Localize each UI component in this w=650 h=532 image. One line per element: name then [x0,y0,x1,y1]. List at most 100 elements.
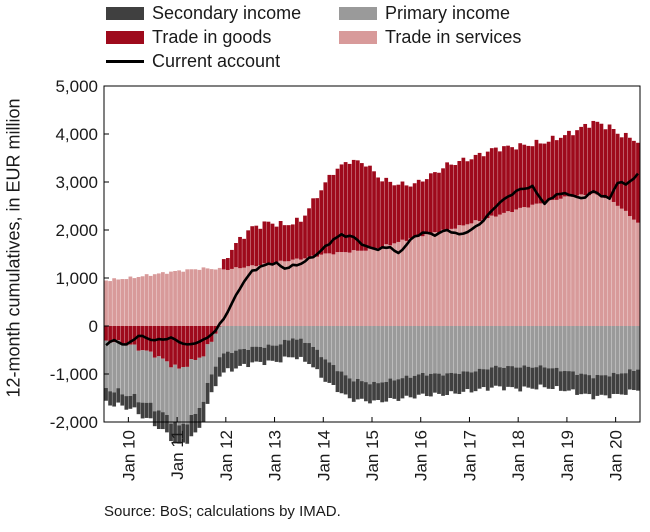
bar-trade-in-services [489,215,494,326]
bar-trade-in-services [583,195,588,326]
bar-primary-income [388,326,393,379]
bar-primary-income [619,326,624,374]
bar-trade-in-services [120,279,125,326]
bar-primary-income [152,357,157,412]
bar-trade-in-goods [128,326,133,345]
bar-trade-in-services [368,248,372,326]
bar-secondary-income [603,375,608,396]
bar-secondary-income [368,384,372,404]
bar-trade-in-services [416,235,421,326]
bar-primary-income [124,345,129,397]
y-tick-label: 2,000 [55,221,98,240]
bar-trade-in-services [116,279,121,326]
bar-trade-in-services [221,269,226,326]
bar-trade-in-services [262,263,267,326]
bar-primary-income [567,326,571,372]
bar-trade-in-services [404,240,409,326]
bar-trade-in-services [217,267,222,326]
bar-trade-in-services [433,232,437,326]
bar-trade-in-services [595,194,600,326]
bar-trade-in-goods [469,159,474,224]
bar-trade-in-goods [400,181,405,240]
legend-primary-income: Primary income [339,3,510,24]
bar-primary-income [156,356,161,411]
bar-primary-income [282,326,287,340]
bar-trade-in-goods [201,326,206,357]
bar-trade-in-services [173,270,177,326]
bar-trade-in-goods [526,145,531,208]
bar-secondary-income [623,373,628,395]
bar-trade-in-goods [542,143,547,204]
bar-trade-in-services [599,196,604,326]
bar-trade-in-goods [485,151,490,219]
bar-trade-in-goods [477,152,482,222]
bar-trade-in-services [278,260,283,326]
bar-secondary-income [465,371,470,390]
bar-trade-in-services [550,199,555,326]
bar-primary-income [278,326,283,345]
bar-trade-in-services [502,212,506,326]
bar-primary-income [424,326,429,376]
bar-trade-in-services [477,221,482,326]
bar-secondary-income [355,378,360,400]
bar-secondary-income [611,372,616,394]
bar-secondary-income [177,425,181,444]
bar-primary-income [225,326,230,352]
bar-primary-income [506,326,510,367]
bar-trade-in-services [627,216,632,326]
bar-trade-in-goods [234,243,238,268]
bar-trade-in-services [457,225,462,326]
bar-secondary-income [567,371,571,391]
bar-trade-in-services [319,254,324,326]
bar-primary-income [307,326,311,344]
bar-trade-in-services [619,208,624,326]
bar-primary-income [392,326,397,381]
bar-secondary-income [607,376,612,399]
bar-trade-in-services [469,223,474,326]
bar-secondary-income [169,423,173,442]
bar-primary-income [502,326,506,368]
bar-secondary-income [262,347,267,366]
bar-trade-in-services [534,203,539,326]
bar-secondary-income [230,353,234,372]
bar-trade-in-goods [396,184,401,242]
bar-primary-income [534,326,539,368]
bar-primary-income [400,326,405,379]
bar-trade-in-services [104,280,108,326]
bar-trade-in-goods [290,224,295,260]
bar-trade-in-services [538,203,543,326]
bar-primary-income [607,326,612,377]
bar-trade-in-goods [359,163,364,251]
bar-secondary-income [120,394,125,406]
bar-primary-income [169,367,173,424]
bar-trade-in-goods [278,221,283,261]
bar-primary-income [546,326,551,369]
bar-secondary-income [429,373,433,397]
bar-secondary-income [290,338,295,358]
bar-trade-in-goods [514,149,519,210]
bar-trade-in-services [481,219,486,326]
bar-trade-in-goods [603,129,608,199]
bar-trade-in-goods [351,159,356,251]
legend-label: Secondary income [152,3,302,23]
bar-primary-income [522,326,527,366]
bar-trade-in-services [563,196,567,326]
bar-trade-in-goods [368,165,372,249]
bar-primary-income [583,326,588,375]
bar-primary-income [558,326,563,372]
bar-primary-income [449,326,454,373]
bar-trade-in-services [169,271,173,326]
bar-primary-income [611,326,616,373]
bar-trade-in-services [351,250,356,326]
line-current-account [105,172,639,347]
bar-trade-in-goods [120,326,125,345]
bar-primary-income [416,326,421,375]
bar-trade-in-goods [615,133,620,206]
bar-secondary-income [116,388,121,403]
bar-trade-in-goods [319,190,324,255]
bar-secondary-income [213,366,218,387]
bar-trade-in-goods [506,145,510,212]
bar-trade-in-services [449,228,454,326]
bar-primary-income [286,326,291,341]
bar-secondary-income [173,421,177,443]
